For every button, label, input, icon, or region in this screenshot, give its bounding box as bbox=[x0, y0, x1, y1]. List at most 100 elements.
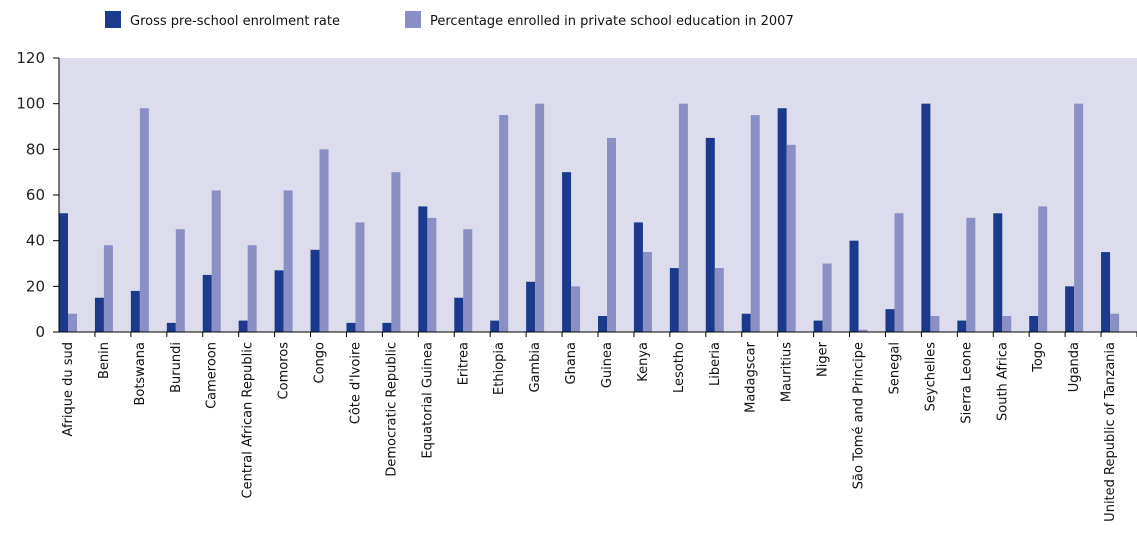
bar-private-22 bbox=[858, 329, 868, 332]
x-tick-label: Senegal bbox=[888, 342, 903, 394]
x-tick-label: Madagscar bbox=[744, 341, 759, 413]
x-tick-label: Comoros bbox=[277, 342, 292, 400]
legend-label-private: Percentage enrolled in private school ed… bbox=[430, 14, 794, 29]
bar-private-8 bbox=[355, 222, 365, 332]
bar-enrolment-17 bbox=[669, 268, 679, 332]
bar-enrolment-5 bbox=[238, 320, 248, 332]
x-tick-label: Democratic Republic bbox=[384, 342, 399, 477]
x-tick-label: Uganda bbox=[1067, 342, 1082, 392]
bar-private-4 bbox=[211, 190, 221, 332]
bar-private-0 bbox=[68, 313, 77, 332]
x-tick-label: Kenya bbox=[636, 342, 651, 382]
x-tick-label: Congo bbox=[313, 342, 328, 384]
x-tick-label: Benin bbox=[97, 342, 112, 379]
bar-enrolment-22 bbox=[849, 240, 859, 332]
x-tick-label: Côte d'Ivoire bbox=[349, 342, 364, 424]
y-tick-label: 20 bbox=[26, 277, 45, 295]
bar-enrolment-2 bbox=[130, 290, 140, 332]
x-tick-label: Equatorial Guinea bbox=[420, 342, 435, 459]
x-tick-label: Ethiopia bbox=[492, 342, 507, 395]
bar-private-23 bbox=[894, 213, 904, 332]
x-tick-label: Togo bbox=[1031, 342, 1046, 373]
x-tick-label: Eritrea bbox=[456, 342, 471, 385]
bar-private-13 bbox=[535, 103, 545, 332]
x-tick-label: Sierra Leone bbox=[959, 342, 974, 424]
x-tick-label: Central African Republic bbox=[241, 342, 256, 498]
bar-enrolment-4 bbox=[202, 274, 212, 332]
bar-enrolment-18 bbox=[705, 137, 715, 332]
bar-enrolment-1 bbox=[94, 297, 104, 332]
bar-private-25 bbox=[966, 217, 976, 332]
x-tick-label: Guinea bbox=[600, 342, 615, 388]
x-tick-label: São Tomé and Principe bbox=[852, 342, 867, 489]
bar-enrolment-8 bbox=[346, 322, 356, 332]
x-tick-label: Gambia bbox=[528, 342, 543, 393]
bar-enrolment-19 bbox=[741, 313, 751, 332]
x-tick-label: Cameroon bbox=[205, 342, 220, 409]
x-tick-label: Lesotho bbox=[672, 342, 687, 393]
bar-private-2 bbox=[139, 108, 149, 332]
y-tick-label: 40 bbox=[26, 232, 45, 250]
bar-enrolment-12 bbox=[490, 320, 500, 332]
y-axis-ticks: 0 20 40 60 80 100 120 bbox=[16, 49, 59, 341]
bar-enrolment-0 bbox=[59, 213, 68, 332]
bar-enrolment-21 bbox=[813, 320, 823, 332]
x-tick-label: Burundi bbox=[169, 342, 184, 393]
bar-private-28 bbox=[1074, 103, 1084, 332]
bar-enrolment-25 bbox=[957, 320, 967, 332]
bar-enrolment-20 bbox=[777, 108, 787, 332]
bar-private-21 bbox=[822, 263, 832, 332]
x-tick-label: Liberia bbox=[708, 342, 723, 386]
bar-private-29 bbox=[1110, 313, 1120, 332]
bar-private-18 bbox=[714, 268, 724, 332]
bar-private-3 bbox=[175, 229, 185, 332]
chart-legend: Gross pre-school enrolment rate Percenta… bbox=[105, 11, 794, 29]
bar-private-16 bbox=[642, 252, 652, 332]
bar-enrolment-15 bbox=[598, 316, 607, 332]
bar-enrolment-24 bbox=[921, 103, 931, 332]
bar-enrolment-14 bbox=[562, 172, 572, 332]
bar-enrolment-9 bbox=[382, 322, 392, 332]
bar-enrolment-28 bbox=[1065, 286, 1075, 332]
legend-label-enrolment: Gross pre-school enrolment rate bbox=[130, 14, 340, 29]
bar-enrolment-26 bbox=[993, 213, 1003, 332]
x-tick-label: Ghana bbox=[564, 342, 579, 385]
bar-private-11 bbox=[463, 229, 473, 332]
bar-private-1 bbox=[103, 245, 113, 332]
x-tick-label: United Republic of Tanzania bbox=[1103, 342, 1118, 522]
x-tick-label: Seychelles bbox=[923, 342, 938, 412]
bar-private-5 bbox=[247, 245, 257, 332]
y-tick-label: 0 bbox=[35, 323, 45, 341]
bar-private-26 bbox=[1002, 316, 1012, 332]
x-tick-label: South Africa bbox=[995, 342, 1010, 421]
bar-private-14 bbox=[571, 286, 581, 332]
bar-enrolment-29 bbox=[1101, 252, 1111, 332]
bar-private-20 bbox=[786, 144, 796, 332]
y-tick-label: 80 bbox=[26, 140, 45, 158]
bar-private-27 bbox=[1038, 206, 1048, 332]
x-tick-label: Botswana bbox=[133, 342, 148, 406]
bar-private-19 bbox=[750, 115, 760, 332]
y-tick-label: 120 bbox=[16, 49, 45, 67]
legend-swatch-private bbox=[405, 11, 421, 28]
bar-private-9 bbox=[391, 172, 401, 332]
bar-enrolment-11 bbox=[454, 297, 464, 332]
bar-enrolment-7 bbox=[310, 249, 320, 332]
bar-enrolment-3 bbox=[166, 322, 176, 332]
bar-enrolment-23 bbox=[885, 309, 895, 332]
x-tick-label: Niger bbox=[816, 341, 831, 377]
bar-enrolment-27 bbox=[1029, 316, 1039, 332]
bar-enrolment-10 bbox=[418, 206, 428, 332]
bar-private-6 bbox=[283, 190, 293, 332]
legend-swatch-enrolment bbox=[105, 11, 121, 28]
bar-enrolment-16 bbox=[633, 222, 643, 332]
bar-private-7 bbox=[319, 149, 329, 332]
bar-enrolment-6 bbox=[274, 270, 284, 332]
bar-private-12 bbox=[499, 115, 509, 332]
y-tick-label: 100 bbox=[16, 95, 45, 113]
x-tick-label: Afrique du sud bbox=[61, 342, 76, 436]
bar-private-17 bbox=[678, 103, 688, 332]
bar-private-10 bbox=[427, 217, 437, 332]
bar-enrolment-13 bbox=[526, 281, 536, 332]
